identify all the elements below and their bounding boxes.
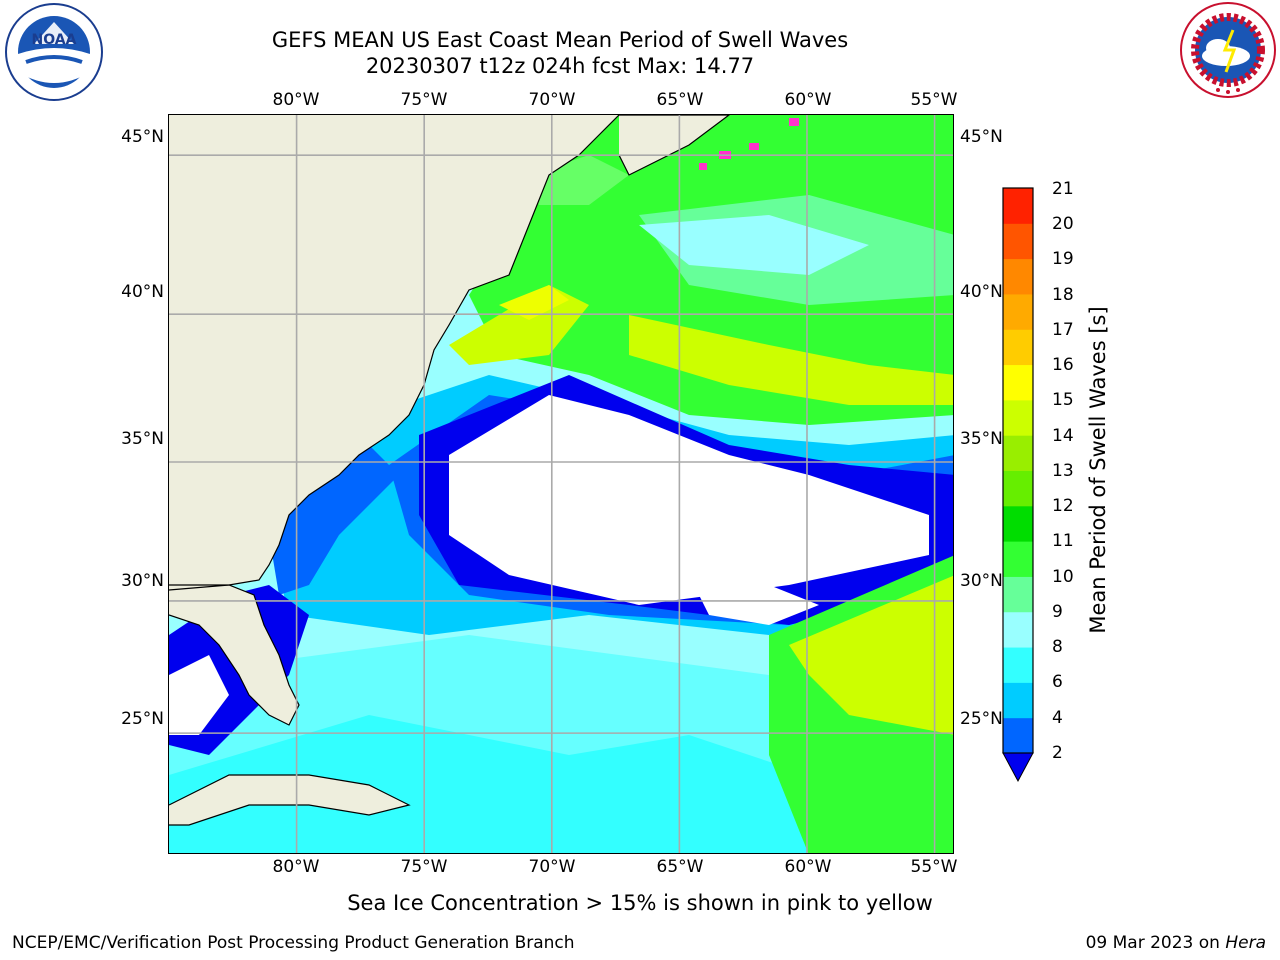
- coastline: [169, 584, 300, 726]
- colorbar-segment: [1003, 611, 1033, 648]
- colorbar-segment: [1003, 188, 1033, 224]
- colorbar-segment: [1003, 505, 1033, 542]
- lat-tick-right: 40°N: [960, 282, 1003, 302]
- colorbar-tick: 18: [1052, 285, 1074, 305]
- low-period-white-area: [169, 655, 229, 735]
- footer-date-text: 09 Mar 2023 on: [1085, 933, 1220, 953]
- ocean-field-blue: [269, 445, 399, 595]
- land-cuba: [169, 775, 409, 825]
- land-florida: [169, 585, 299, 725]
- lon-tick-top: 70°W: [528, 90, 576, 110]
- chart-title: GEFS MEAN US East Coast Mean Period of S…: [271, 28, 849, 52]
- lat-tick-right: 45°N: [960, 127, 1003, 147]
- noaa-logo: NOAA: [5, 3, 103, 101]
- colorbar-tick: 17: [1052, 320, 1074, 340]
- colorbar-axis-label: Mean Period of Swell Waves [s]: [1086, 306, 1110, 634]
- footer-host: Hera: [1225, 933, 1266, 953]
- lat-tick-left: 30°N: [121, 571, 164, 591]
- lon-tick-top: 80°W: [272, 90, 320, 110]
- ocean-field-yellow-green: [629, 315, 953, 405]
- lon-tick-bottom: 60°W: [784, 857, 832, 877]
- noaa-logo-text: NOAA: [32, 32, 77, 48]
- colorbar-tick: 19: [1052, 249, 1074, 269]
- lat-tick-left: 35°N: [121, 429, 164, 449]
- lat-tick-left: 45°N: [121, 127, 164, 147]
- colorbar-tick: 11: [1052, 531, 1074, 551]
- lat-tick-right: 25°N: [960, 709, 1003, 729]
- nws-logo: [1180, 2, 1276, 98]
- colorbar-tick: 21: [1052, 179, 1074, 199]
- colorbar: [1002, 187, 1034, 783]
- colorbar-tick: 6: [1052, 672, 1063, 692]
- lon-tick-bottom: 80°W: [272, 857, 320, 877]
- colorbar-segment: [1003, 682, 1033, 719]
- colorbar-tick: 2: [1052, 743, 1063, 763]
- colorbar-segment: [1003, 364, 1033, 401]
- lon-tick-top: 65°W: [656, 90, 704, 110]
- graticule: [169, 115, 953, 853]
- colorbar-segment: [1003, 223, 1033, 260]
- land-maritimes: [619, 115, 729, 175]
- lat-tick-left: 25°N: [121, 709, 164, 729]
- colorbar-segment: [1003, 647, 1033, 683]
- colorbar-tick: 10: [1052, 567, 1074, 587]
- lon-tick-bottom: 55°W: [910, 857, 958, 877]
- low-period-white-area: [449, 395, 929, 605]
- colorbar-tick: 12: [1052, 496, 1074, 516]
- colorbar-segment: [1003, 717, 1033, 754]
- colorbar-tick: 8: [1052, 637, 1063, 657]
- colorbar-segment: [1003, 293, 1033, 330]
- land-north-america: [169, 115, 619, 590]
- coastline: [169, 774, 411, 826]
- chart-subtitle: 20230307 t12z 024h fcst Max: 14.77: [365, 54, 755, 78]
- colorbar-tick: 14: [1052, 426, 1074, 446]
- lon-tick-top: 55°W: [910, 90, 958, 110]
- colorbar-tick: 15: [1052, 390, 1074, 410]
- ocean-field-cyan: [169, 715, 809, 853]
- lat-tick-right: 35°N: [960, 429, 1003, 449]
- lon-tick-bottom: 75°W: [400, 857, 448, 877]
- ocean-field-light-cyan: [639, 215, 869, 275]
- sea-ice-marker: [699, 163, 707, 170]
- colorbar-segment: [1003, 329, 1033, 366]
- colorbar-segment: [1003, 258, 1033, 295]
- colorbar-tick: 9: [1052, 602, 1063, 622]
- ocean-field-yellow-green: [789, 575, 953, 735]
- colorbar-segment: [1003, 576, 1033, 613]
- colorbar-tick: 4: [1052, 708, 1063, 728]
- lat-tick-left: 40°N: [121, 282, 164, 302]
- swell-period-map: [169, 115, 953, 853]
- sea-ice-marker: [789, 118, 799, 126]
- colorbar-segment: [1003, 470, 1033, 507]
- lat-tick-right: 30°N: [960, 571, 1003, 591]
- low-period-white-area: [699, 585, 819, 625]
- colorbar-tick: 16: [1052, 355, 1074, 375]
- lon-tick-top: 75°W: [400, 90, 448, 110]
- colorbar-segment: [1003, 435, 1033, 471]
- lon-tick-bottom: 70°W: [528, 857, 576, 877]
- footer-credit: NCEP/EMC/Verification Post Processing Pr…: [12, 933, 575, 953]
- colorbar-extend-triangle: [1002, 752, 1034, 783]
- colorbar-tick: 20: [1052, 214, 1074, 234]
- sea-ice-marker: [749, 143, 759, 150]
- lon-tick-bottom: 65°W: [656, 857, 704, 877]
- sea-ice-note: Sea Ice Concentration > 15% is shown in …: [347, 891, 933, 915]
- colorbar-segment: [1003, 541, 1033, 577]
- coastline: [169, 115, 620, 591]
- colorbar-tick: 13: [1052, 461, 1074, 481]
- footer-date: 09 Mar 2023 on Hera: [1086, 933, 1266, 953]
- map-panel: [168, 114, 954, 854]
- lon-tick-top: 60°W: [784, 90, 832, 110]
- colorbar-segment: [1003, 399, 1033, 436]
